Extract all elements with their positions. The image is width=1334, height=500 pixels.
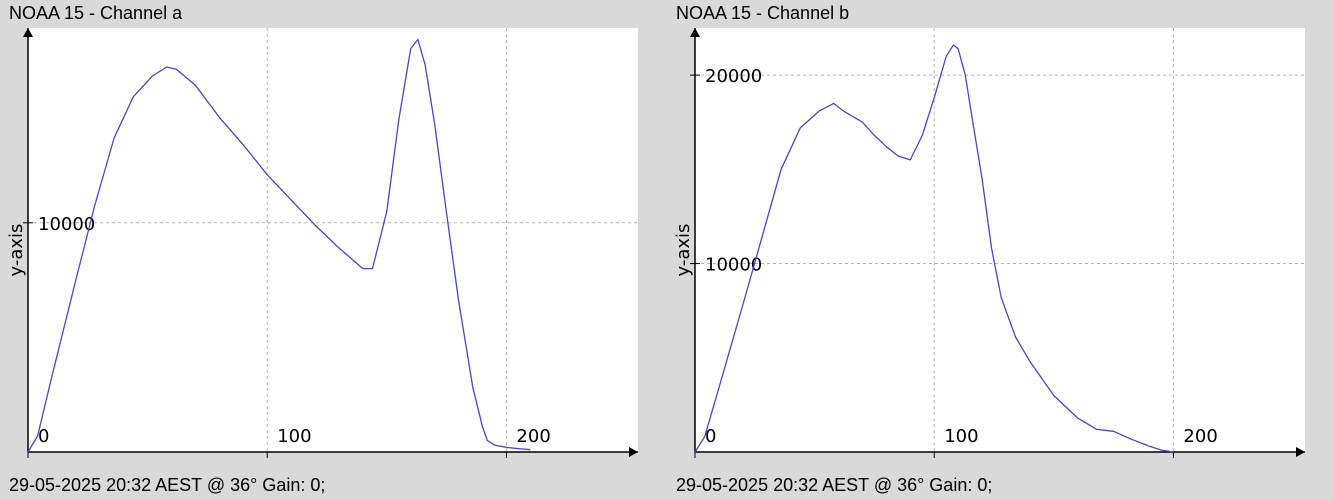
y-axis-arrow	[23, 28, 33, 37]
x-tick-label: 200	[516, 426, 550, 447]
y-axis-label: y-axis	[6, 224, 27, 277]
series-line	[27, 38, 531, 453]
plot-background	[695, 28, 1305, 452]
chart-panel-channel-a: NOAA 15 - Channel a 0 100 200 10000 y-axis 2…	[6, 3, 638, 495]
y-tick-label: 10000	[705, 255, 762, 276]
chart-panel-channel-b: NOAA 15 - Channel b 0 100 200 10000 20000 y-a…	[667, 0, 1334, 500]
x-tick-label: 0	[38, 426, 49, 447]
y-tick-label: 20000	[705, 66, 762, 87]
y-axis-arrow	[690, 28, 700, 37]
series-line	[694, 44, 1174, 453]
x-tick-label: 200	[1183, 426, 1217, 447]
plot-background	[28, 28, 638, 452]
chart-title: NOAA 15 - Channel a	[9, 3, 183, 23]
y-axis-label: y-axis	[673, 224, 694, 277]
capture-info: 29-05-2025 20:32 AEST @ 36° Gain: 0;	[676, 475, 993, 495]
x-axis-arrow	[1296, 447, 1305, 457]
chart-plot-area: 0 100 200 10000 20000 y-axis	[673, 28, 1305, 458]
chart-plot-area: 0 100 200 10000 y-axis	[6, 28, 638, 458]
x-axis-arrow	[629, 447, 638, 457]
chart-title: NOAA 15 - Channel b	[676, 3, 850, 23]
x-tick-label: 100	[944, 426, 978, 447]
y-tick-label: 10000	[38, 214, 95, 235]
x-tick-label: 100	[277, 426, 311, 447]
x-tick-label: 0	[705, 426, 716, 447]
capture-info: 29-05-2025 20:32 AEST @ 36° Gain: 0;	[9, 475, 326, 495]
